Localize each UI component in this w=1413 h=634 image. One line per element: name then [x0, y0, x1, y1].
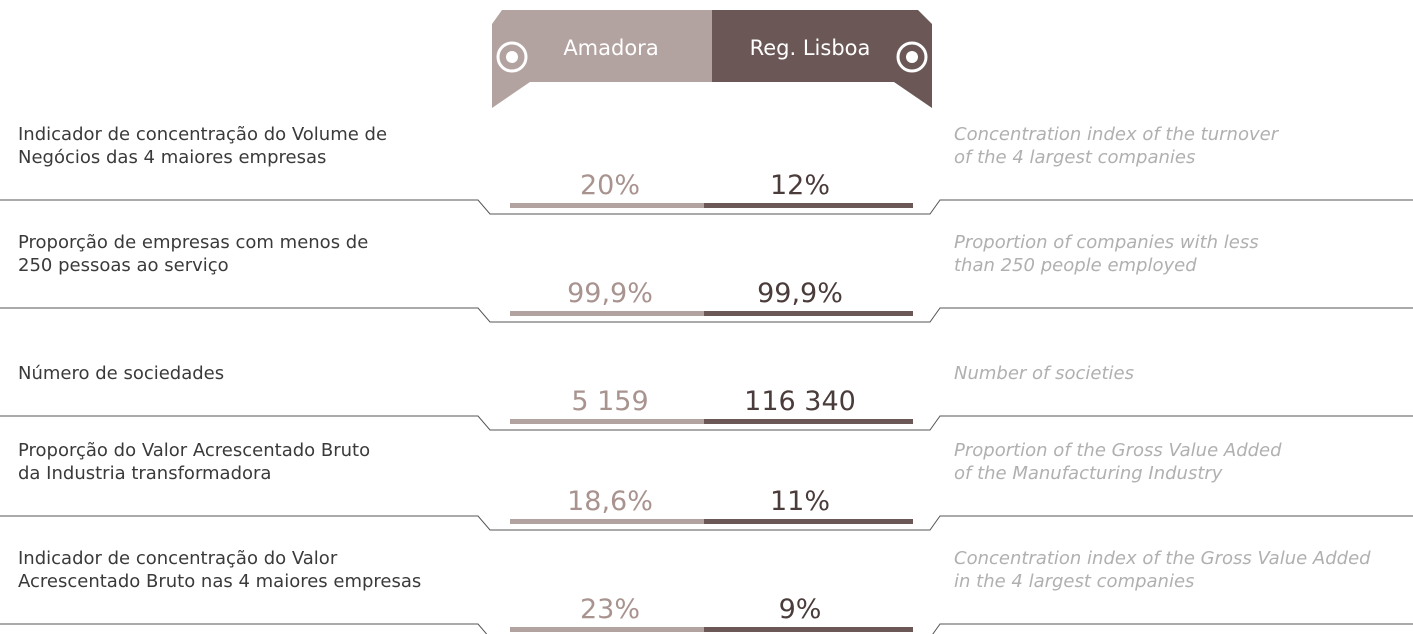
bar-amadora	[510, 627, 704, 632]
bar-amadora	[510, 203, 704, 208]
bar-lisboa	[704, 419, 913, 424]
label-en: of the 4 largest companies	[954, 147, 1195, 168]
label-pt: Indicador de concentração do Volume de	[18, 124, 387, 145]
value-amadora: 5 159	[571, 386, 648, 417]
pin-icon	[896, 41, 928, 73]
label-en: of the Manufacturing Industry	[954, 463, 1223, 484]
label-pt: Indicador de concentração do Valor	[18, 548, 338, 569]
pin-icon	[496, 41, 528, 73]
bar-lisboa	[704, 203, 913, 208]
bar-lisboa	[704, 311, 913, 316]
pin-icon-dot	[506, 51, 518, 63]
label-pt: Número de sociedades	[18, 363, 224, 384]
value-amadora: 18,6%	[567, 486, 653, 517]
row-divider	[0, 623, 1413, 634]
label-pt: Proporção de empresas com menos de	[18, 232, 368, 253]
value-lisboa: 9%	[779, 594, 822, 625]
label-pt: Negócios das 4 maiores empresas	[18, 147, 326, 168]
label-en: Number of societies	[954, 363, 1134, 384]
tab-amadora-bg	[492, 10, 712, 108]
label-en: Concentration index of the turnover	[954, 124, 1280, 145]
tab-label: Amadora	[563, 36, 658, 60]
label-pt: da Industria transformadora	[18, 463, 271, 484]
bar-amadora	[510, 311, 704, 316]
bar-lisboa	[704, 519, 913, 524]
value-amadora: 23%	[580, 594, 640, 625]
value-lisboa: 116 340	[744, 386, 856, 417]
label-en: Concentration index of the Gross Value A…	[954, 548, 1371, 569]
label-pt: Acrescentado Bruto nas 4 maiores empresa…	[18, 571, 421, 592]
pin-icon-dot	[906, 51, 918, 63]
label-pt: Proporção do Valor Acrescentado Bruto	[18, 440, 370, 461]
row-divider	[0, 307, 1413, 323]
row-divider	[0, 199, 1413, 215]
bar-lisboa	[704, 627, 913, 632]
bar-amadora	[510, 519, 704, 524]
tab-lisboa-bg	[712, 10, 932, 108]
value-lisboa: 99,9%	[757, 278, 843, 309]
row-divider	[0, 515, 1413, 531]
value-amadora: 20%	[580, 170, 640, 201]
label-pt: 250 pessoas ao serviço	[18, 255, 229, 276]
tab-label: Reg. Lisboa	[750, 36, 871, 60]
bar-amadora	[510, 419, 704, 424]
label-en: than 250 people employed	[954, 255, 1197, 276]
value-amadora: 99,9%	[567, 278, 653, 309]
row-divider	[0, 415, 1413, 431]
label-en: Proportion of the Gross Value Added	[954, 440, 1282, 461]
label-en: in the 4 largest companies	[954, 571, 1194, 592]
value-lisboa: 12%	[770, 170, 830, 201]
label-en: Proportion of companies with less	[954, 232, 1259, 253]
value-lisboa: 11%	[770, 486, 830, 517]
